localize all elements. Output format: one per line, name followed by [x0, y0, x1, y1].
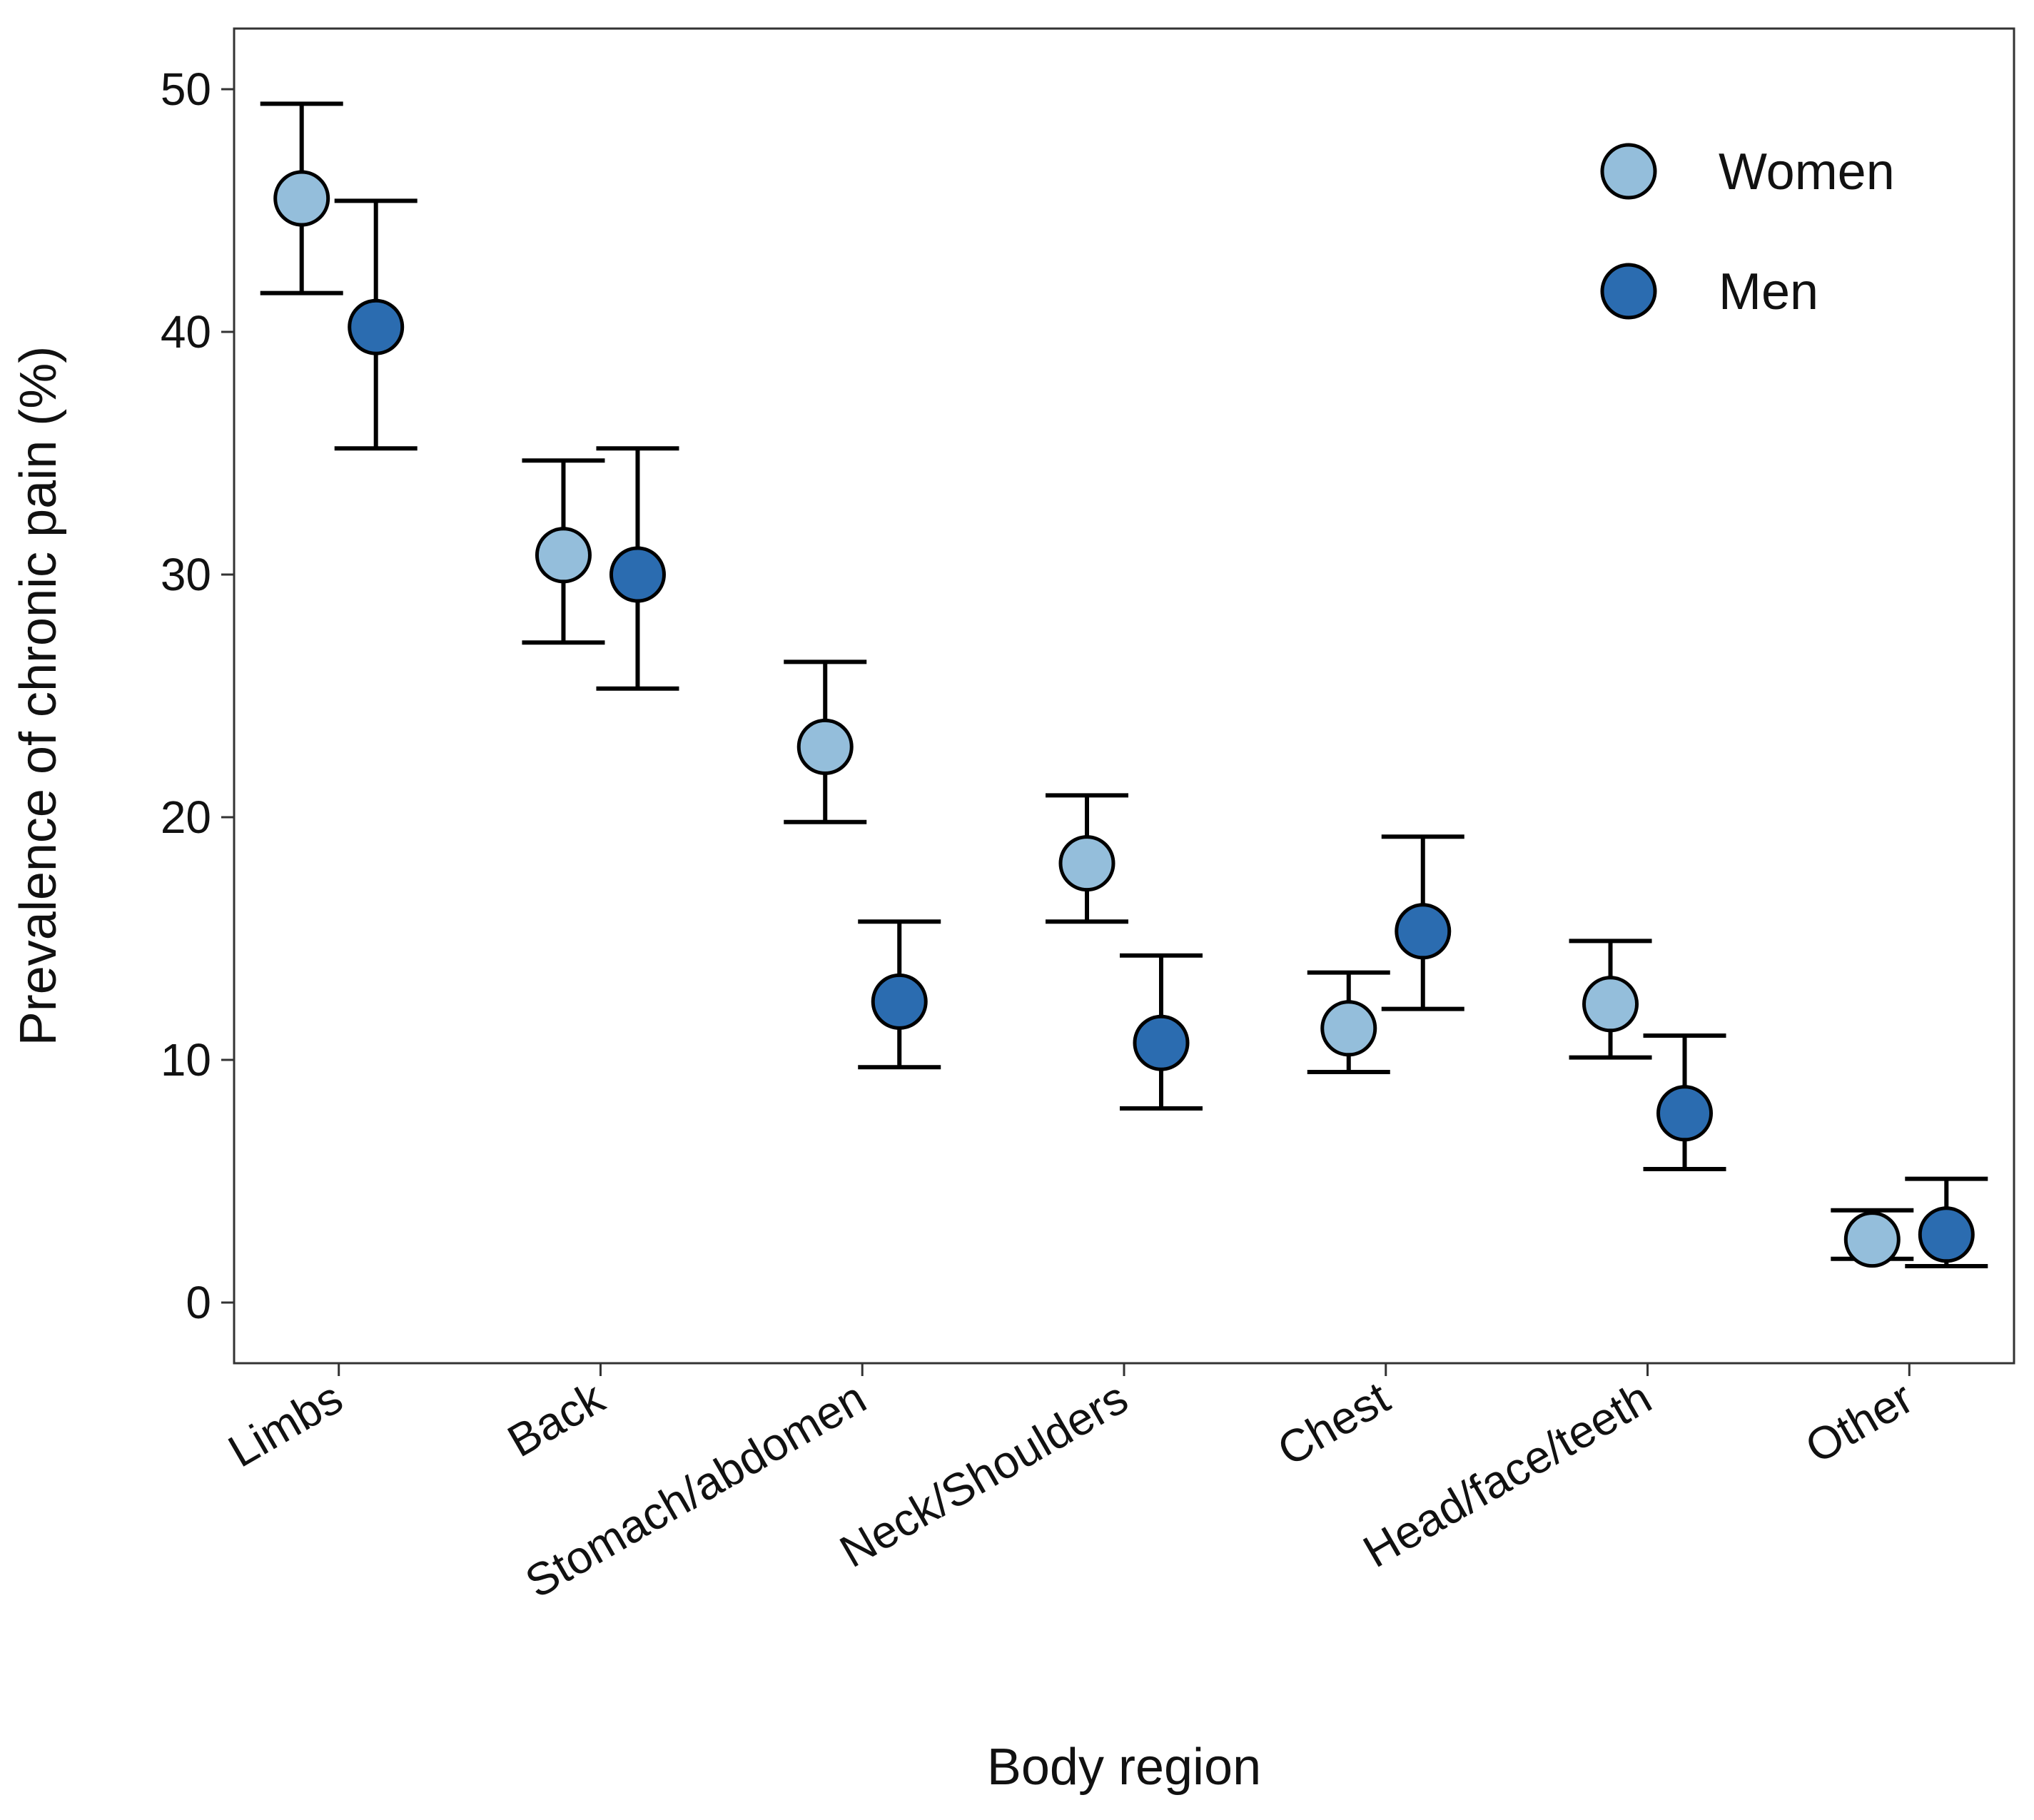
legend-label: Women: [1719, 143, 1895, 201]
data-point: [796, 718, 854, 775]
data-point: [1058, 835, 1115, 892]
data-point: [871, 973, 928, 1030]
data-point: [609, 546, 666, 603]
data-point: [1656, 1085, 1714, 1142]
data-marks: [260, 101, 1988, 1268]
legend-label: Men: [1719, 263, 1818, 320]
y-tick-label: 40: [161, 306, 211, 358]
data-point: [348, 298, 405, 355]
y-tick-label: 20: [161, 792, 211, 843]
series-women: [260, 101, 1914, 1268]
y-axis: 0 10 20 30 40 50: [161, 64, 234, 1328]
data-point: [1395, 903, 1452, 960]
data-point: [1582, 976, 1639, 1033]
series-men: [334, 198, 1988, 1268]
data-point: [273, 170, 330, 227]
legend: Women Men: [1600, 143, 1895, 320]
y-axis-title: Prevalence of chronic pain (%): [10, 346, 67, 1046]
legend-marker: [1600, 263, 1657, 320]
data-point: [1320, 1000, 1377, 1057]
data-point: [1843, 1211, 1901, 1268]
x-axis-title: Body region: [987, 1739, 1261, 1796]
y-tick-label: 30: [161, 549, 211, 600]
data-point: [1133, 1014, 1190, 1071]
y-tick-label: 50: [161, 64, 211, 115]
y-tick-label: 10: [161, 1034, 211, 1086]
data-point: [535, 527, 592, 584]
data-point: [1918, 1206, 1975, 1263]
legend-marker: [1600, 143, 1657, 200]
y-tick-label: 0: [186, 1277, 211, 1328]
